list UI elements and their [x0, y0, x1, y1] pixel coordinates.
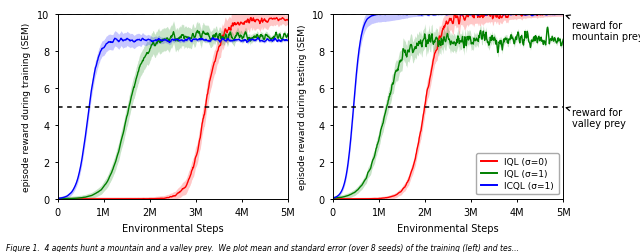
X-axis label: Environmental Steps: Environmental Steps	[397, 223, 499, 233]
Text: Figure 1.  4 agents hunt a mountain and a valley prey.  We plot mean and standar: Figure 1. 4 agents hunt a mountain and a…	[6, 243, 519, 252]
Text: reward for
mountain prey: reward for mountain prey	[566, 16, 640, 42]
Y-axis label: episode reward during training (SEM): episode reward during training (SEM)	[22, 23, 31, 191]
X-axis label: Environmental Steps: Environmental Steps	[122, 223, 223, 233]
Text: reward for
valley prey: reward for valley prey	[566, 107, 627, 129]
Y-axis label: episode reward during testing (SEM): episode reward during testing (SEM)	[298, 25, 307, 190]
Legend: IQL (σ=0), IQL (σ=1), ICQL (σ=1): IQL (σ=0), IQL (σ=1), ICQL (σ=1)	[476, 153, 559, 195]
